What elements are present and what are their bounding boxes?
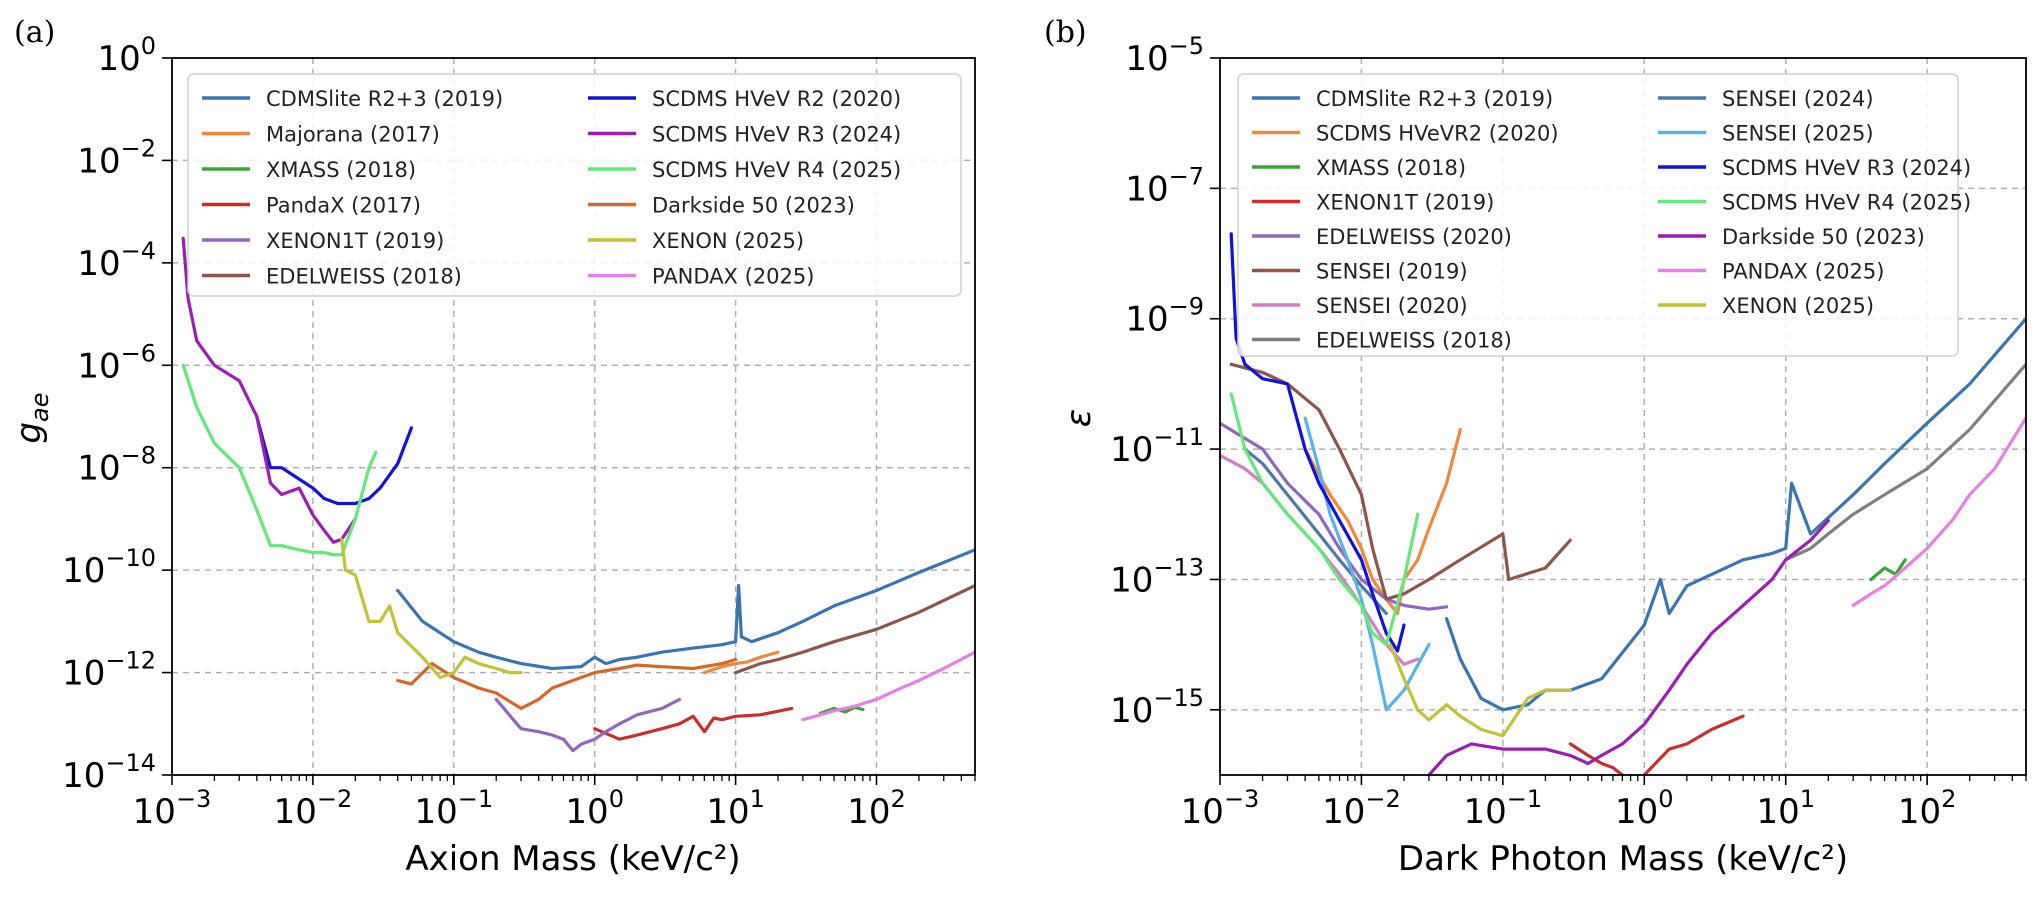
- series-line-sensei-2019: [1229, 362, 1572, 601]
- legend-entry: SCDMS HVeV R4 (2025): [652, 158, 901, 182]
- legend-entry: Darkside 50 (2023): [652, 194, 855, 218]
- x-tick-label: 10−1: [1464, 785, 1543, 832]
- y-tick-label: 10−4: [77, 237, 156, 284]
- series-line-majorana-2017: [702, 650, 780, 675]
- legend-entry: XENON1T (2019): [266, 229, 444, 253]
- legend-entry: Majorana (2017): [266, 123, 440, 147]
- series-line-xenon-2025: [1388, 643, 1572, 738]
- x-tick-label: 102: [1898, 785, 1957, 832]
- series-line-pandax-2025: [1851, 416, 2026, 607]
- series-line-edelweiss-2020: [1220, 421, 1449, 611]
- legend-entry: SENSEI (2024): [1722, 87, 1874, 111]
- series-line-darkside-50-2023: [396, 657, 738, 710]
- legend-entry: EDELWEISS (2020): [1316, 225, 1512, 249]
- plot-frame: [1219, 57, 2027, 776]
- y-tick-label: 10−15: [1110, 684, 1204, 731]
- legend-entry: XMASS (2018): [1316, 156, 1466, 180]
- series-group: [181, 236, 975, 753]
- x-tick-label: 10−1: [414, 785, 493, 832]
- legend-entry: SENSEI (2019): [1316, 260, 1468, 284]
- legend-entry: PandaX (2017): [266, 194, 421, 218]
- series-line-xenon-2025: [340, 537, 523, 680]
- x-tick-label: 10−3: [1181, 785, 1260, 832]
- legend-entry: SCDMS HVeV R4 (2025): [1722, 191, 1971, 215]
- legend-entry: PANDAX (2025): [1722, 260, 1884, 284]
- legend-box: [1237, 73, 1959, 357]
- x-axis-label: Dark Photon Mass (keV/c²): [1398, 839, 1848, 879]
- series-line-xmass-2018: [818, 705, 865, 715]
- panel-label: (b): [1044, 15, 1087, 50]
- legend: CDMSlite R2+3 (2019) SCDMS HVeVR2 (2020) X…: [1237, 73, 1971, 357]
- series-line-xenon1t-2019: [1568, 714, 1745, 775]
- series-line-scdms-hvev-r3-2024: [181, 236, 357, 544]
- series-line-scdms-hvev-r4-2025: [181, 363, 378, 557]
- legend-entry: CDMSlite R2+3 (2019): [266, 87, 503, 111]
- y-tick-label: 10−11: [1110, 423, 1204, 470]
- panel-b: 10−3 10−2 10−1 100 101 102 10−15 10−13 10−11 10−9…: [1044, 15, 2027, 879]
- y-tick-label: 10−9: [1125, 293, 1204, 340]
- series-line-scdms-hvev-r4-2025: [1229, 392, 1420, 647]
- legend-entry: EDELWEISS (2018): [266, 265, 462, 289]
- y-tick-label: 100: [97, 32, 156, 79]
- series-line-darkside-50-2023: [1427, 519, 1830, 775]
- series-line-scdms-hvev-r3-2024: [1229, 232, 1406, 653]
- legend-entry: XENON (2025): [1722, 294, 1874, 318]
- series-line-pandax-2017: [593, 706, 794, 741]
- legend-entry: SCDMS HVeV R2 (2020): [652, 87, 901, 111]
- legend-entry: XENON (2025): [652, 229, 804, 253]
- y-tick-label: 10−12: [62, 647, 156, 694]
- series-line-edelweiss-2018: [1784, 362, 2026, 562]
- y-tick-label: 10−14: [62, 749, 156, 796]
- series-line-xenon1t-2019: [494, 697, 682, 753]
- series-line-scdms-hvev-r2-2020: [255, 414, 413, 506]
- legend-entry: CDMSlite R2+3 (2019): [1316, 87, 1553, 111]
- y-axis-label: gae: [9, 392, 54, 443]
- series-line-sensei-2025: [1303, 416, 1431, 712]
- x-tick-label: 101: [1756, 785, 1815, 832]
- y-tick-label: 10−6: [77, 339, 156, 386]
- series-line-edelweiss-2018: [734, 584, 975, 675]
- x-tick-label: 102: [847, 785, 906, 832]
- y-tick-label: 10−7: [1125, 162, 1204, 209]
- y-tick-label: 10−10: [62, 544, 156, 591]
- series-group: [1220, 232, 2026, 775]
- x-tick-label: 100: [1615, 785, 1674, 832]
- series-line-cdmslite-r2-3-2019: [1445, 317, 2026, 712]
- legend-entry: SCDMS HVeVR2 (2020): [1316, 122, 1559, 146]
- x-axis-label: Axion Mass (keV/c²): [405, 839, 740, 879]
- legend-entry: XMASS (2018): [266, 158, 416, 182]
- plot-frame: [171, 57, 976, 776]
- series-line-cdmslite-r2-3-2019: [396, 548, 975, 671]
- legend-box: [187, 73, 962, 297]
- x-tick-label: 10−2: [1322, 785, 1401, 832]
- series-line-pandax-2025: [801, 650, 975, 722]
- legend-entry: SCDMS HVeV R3 (2024): [1722, 156, 1971, 180]
- x-tick-label: 100: [565, 785, 624, 832]
- y-tick-label: 10−8: [77, 442, 156, 489]
- series-line-sensei-2024: [1243, 447, 1388, 616]
- legend-entry: PANDAX (2025): [652, 265, 814, 289]
- legend-entry: EDELWEISS (2018): [1316, 329, 1512, 353]
- legend-entry: SENSEI (2020): [1316, 294, 1468, 318]
- panel-a: 10−3 10−2 10−1 100 101 102 10−14 10−12 10−10 10−8…: [9, 15, 976, 879]
- legend-entry: XENON1T (2019): [1316, 191, 1494, 215]
- y-axis-label: ε: [1059, 409, 1099, 427]
- y-tick-label: 10−5: [1125, 32, 1204, 79]
- legend-entry: SCDMS HVeV R3 (2024): [652, 123, 901, 147]
- y-tick-label: 10−2: [77, 134, 156, 181]
- x-tick-label: 10−3: [133, 785, 212, 832]
- x-tick-label: 10−2: [274, 785, 353, 832]
- legend-entry: SENSEI (2025): [1722, 122, 1874, 146]
- legend: CDMSlite R2+3 (2019) Majorana (2017) XMASS…: [187, 73, 962, 297]
- panel-label: (a): [14, 15, 55, 50]
- legend-entry: Darkside 50 (2023): [1722, 225, 1925, 249]
- series-line-xmass-2018: [1869, 558, 1907, 582]
- x-tick-label: 101: [706, 785, 765, 832]
- y-tick-label: 10−13: [1110, 553, 1204, 600]
